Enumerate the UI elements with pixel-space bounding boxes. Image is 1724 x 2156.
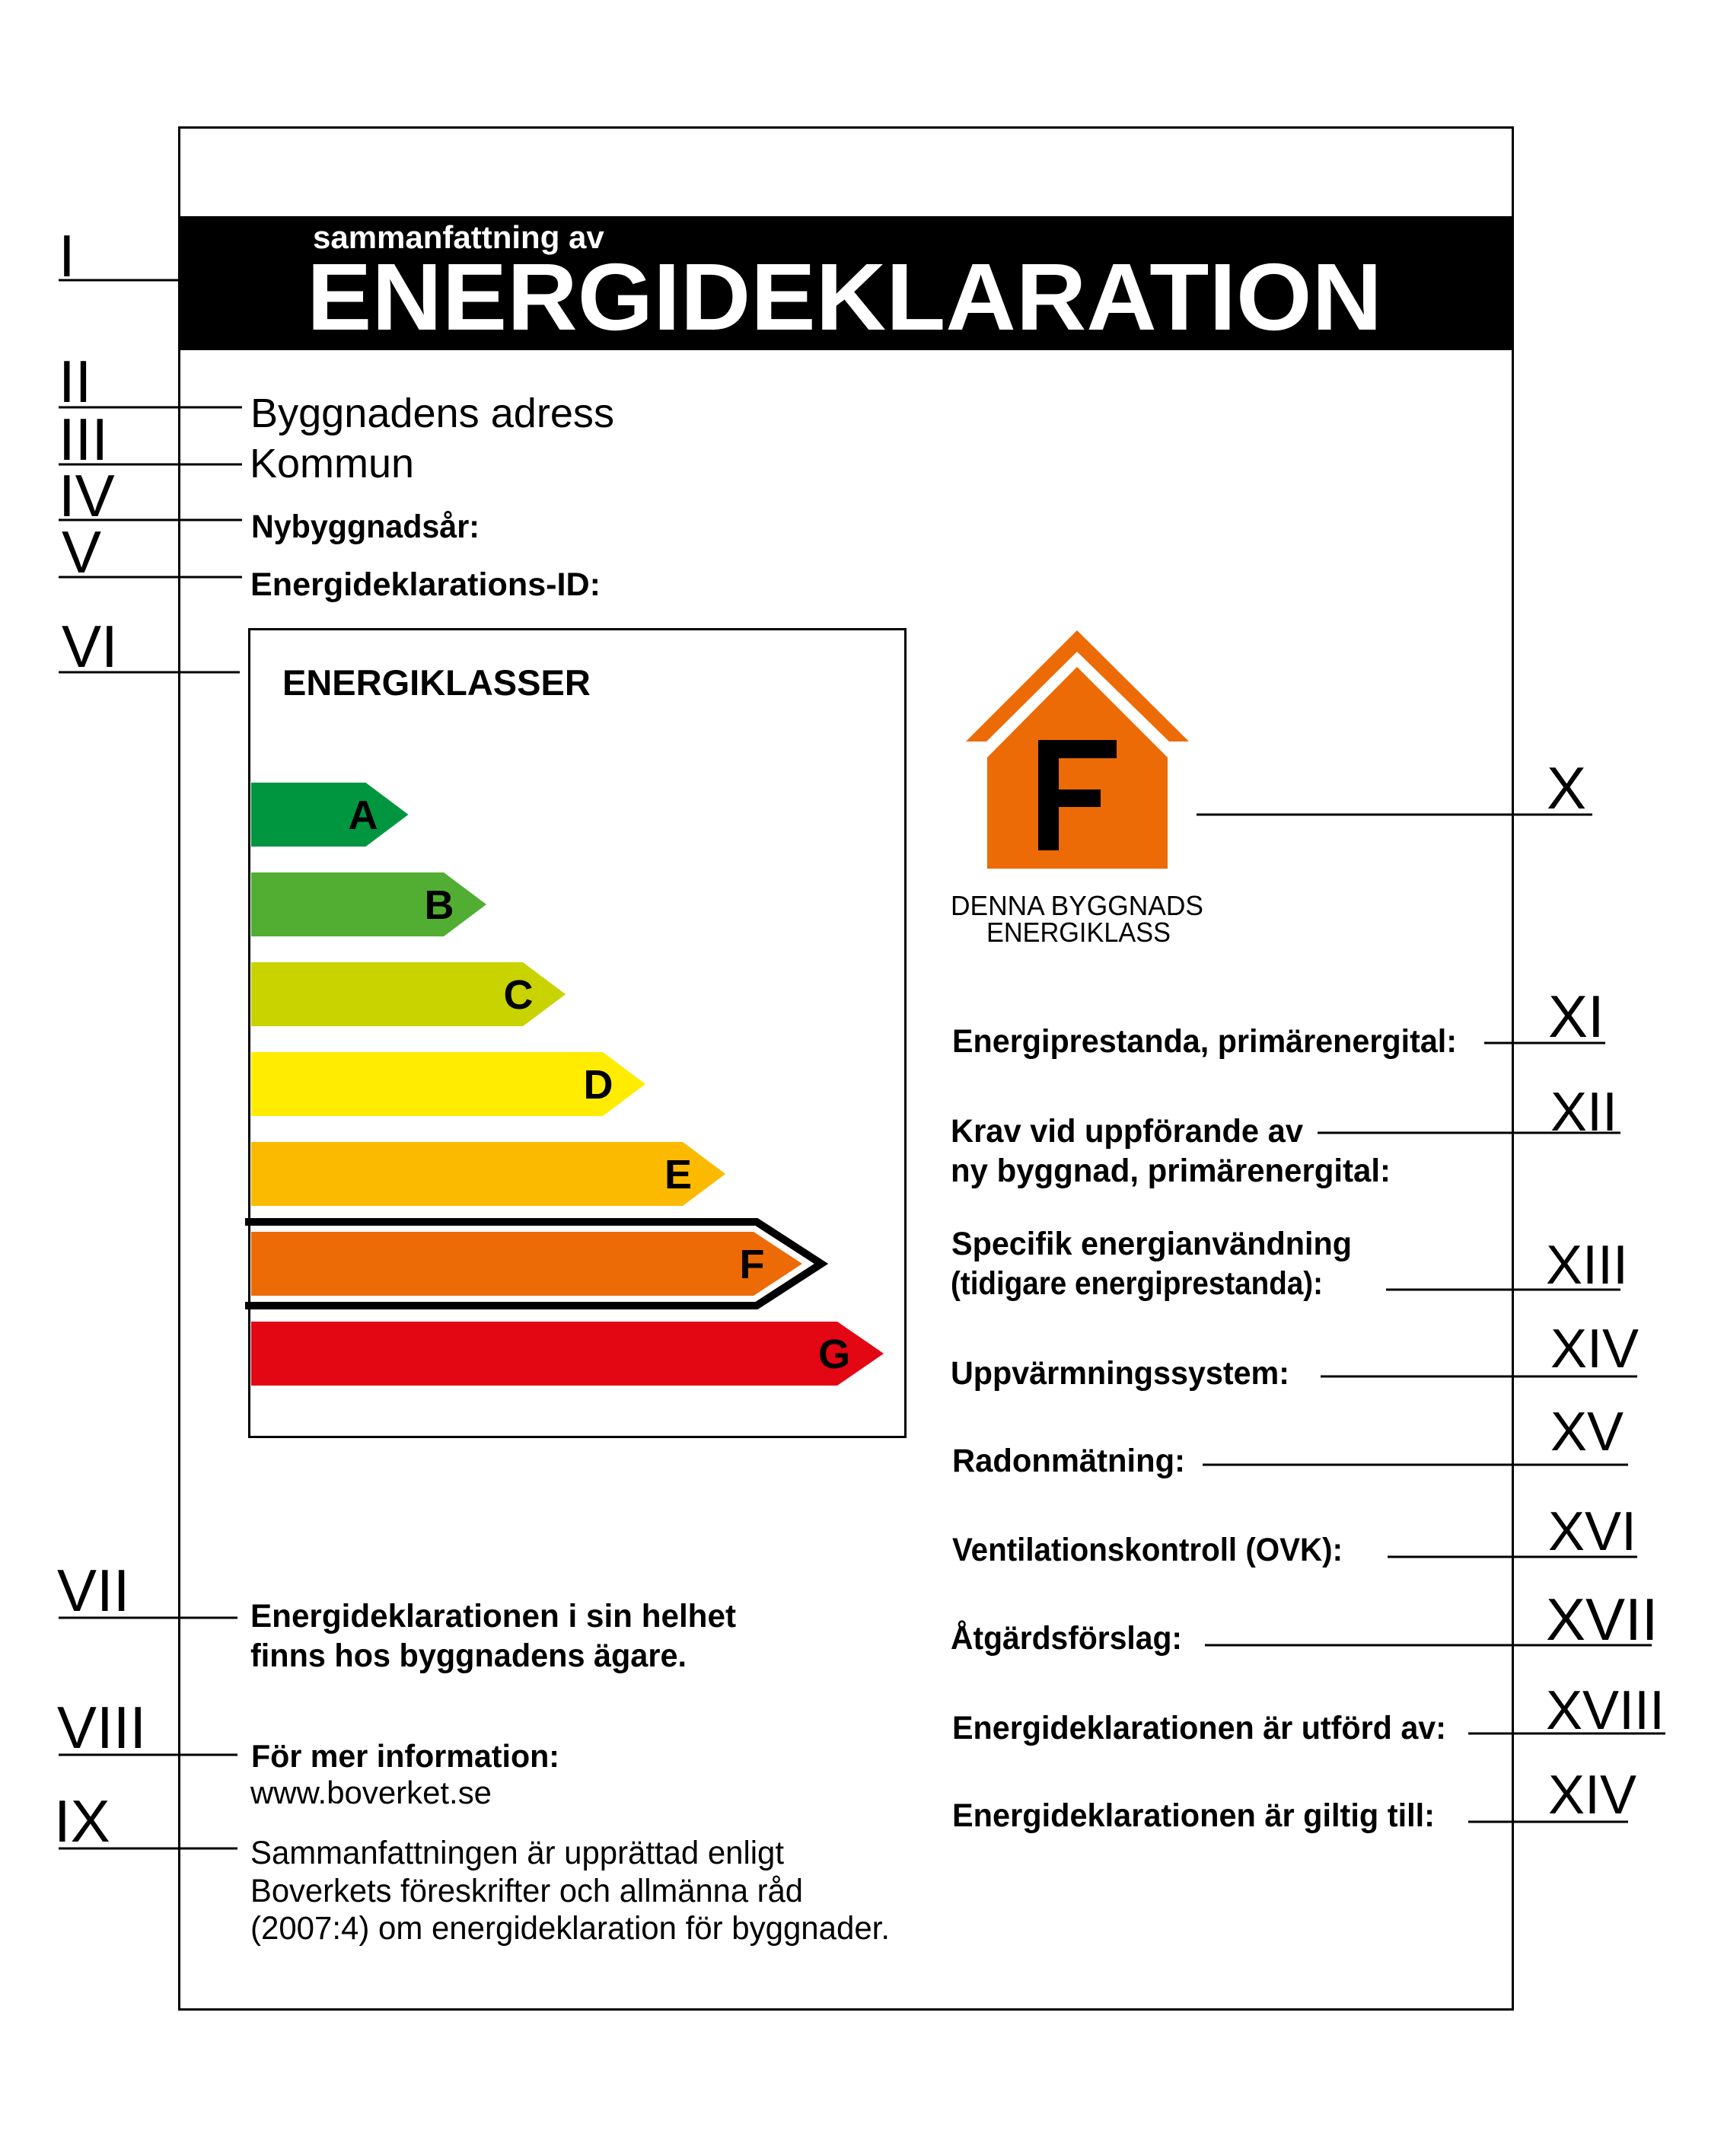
svg-text:Krav vid uppförande av: Krav vid uppförande av — [951, 1113, 1303, 1150]
svg-text:XIV: XIV — [1548, 1765, 1636, 1826]
svg-text:Nybyggnadsår:: Nybyggnadsår: — [251, 509, 480, 545]
svg-text:XVI: XVI — [1548, 1501, 1636, 1562]
svg-text:ENERGIKLASSER: ENERGIKLASSER — [282, 662, 591, 703]
svg-text:F: F — [740, 1242, 765, 1287]
svg-text:I: I — [59, 222, 75, 289]
svg-text:ENERGIDEKLARATION: ENERGIDEKLARATION — [307, 244, 1382, 350]
svg-text:D: D — [584, 1062, 613, 1108]
svg-text:XVII: XVII — [1546, 1586, 1658, 1653]
svg-text:Energideklarationen är utförd: Energideklarationen är utförd av: — [952, 1710, 1446, 1746]
svg-text:Kommun: Kommun — [250, 441, 414, 486]
svg-text:Energideklarationen i sin helh: Energideklarationen i sin helhet — [250, 1598, 736, 1635]
svg-text:VII: VII — [57, 1557, 129, 1624]
svg-text:För mer information:: För mer information: — [251, 1738, 559, 1774]
svg-text:Radonmätning:: Radonmätning: — [952, 1443, 1185, 1479]
svg-text:finns hos byggnadens ägare.: finns hos byggnadens ägare. — [250, 1638, 687, 1674]
svg-text:III: III — [59, 406, 108, 473]
svg-text:G: G — [818, 1332, 850, 1377]
svg-text:XIV: XIV — [1550, 1319, 1639, 1379]
svg-text:DENNA BYGGNADS: DENNA BYGGNADS — [951, 890, 1203, 921]
svg-text:VIII: VIII — [57, 1694, 146, 1761]
svg-text:Energideklarationen är giltig: Energideklarationen är giltig till: — [952, 1797, 1435, 1834]
svg-text:Uppvärmningssystem:: Uppvärmningssystem: — [951, 1355, 1289, 1392]
svg-text:(2007:4) om energideklaration: (2007:4) om energideklaration för byggna… — [250, 1911, 890, 1947]
svg-text:www.boverket.se: www.boverket.se — [250, 1775, 492, 1810]
svg-text:XIII: XIII — [1546, 1235, 1628, 1296]
svg-text:XVIII: XVIII — [1546, 1680, 1665, 1741]
svg-text:VI: VI — [62, 613, 118, 680]
svg-text:V: V — [62, 518, 101, 585]
svg-text:Specifik energianvändning: Specifik energianvändning — [951, 1226, 1352, 1262]
svg-text:X: X — [1547, 754, 1586, 821]
svg-text:Åtgärdsförslag:: Åtgärdsförslag: — [951, 1620, 1182, 1657]
svg-text:Sammanfattningen är upprättad: Sammanfattningen är upprättad enligt — [250, 1835, 784, 1871]
svg-text:Energideklarations-ID:: Energideklarations-ID: — [250, 566, 601, 603]
svg-text:Boverkets föreskrifter och all: Boverkets föreskrifter och allmänna råd — [250, 1874, 803, 1909]
svg-text:C: C — [504, 972, 534, 1018]
svg-text:IV: IV — [59, 462, 115, 529]
svg-text:IX: IX — [54, 1788, 110, 1855]
svg-text:ny byggnad, primärenergital:: ny byggnad, primärenergital: — [951, 1153, 1391, 1189]
svg-text:XV: XV — [1550, 1402, 1624, 1462]
svg-text:Byggnadens adress: Byggnadens adress — [250, 391, 614, 436]
svg-text:B: B — [425, 882, 454, 928]
svg-text:Ventilationskontroll (OVK):: Ventilationskontroll (OVK): — [952, 1532, 1343, 1568]
svg-text:ENERGIKLASS: ENERGIKLASS — [986, 917, 1171, 948]
svg-text:XI: XI — [1548, 983, 1604, 1050]
svg-text:sammanfattning av: sammanfattning av — [313, 219, 604, 255]
svg-text:A: A — [349, 793, 378, 838]
svg-text:(tidigare energiprestanda):: (tidigare energiprestanda): — [951, 1265, 1323, 1302]
svg-text:II: II — [59, 348, 91, 415]
svg-text:E: E — [664, 1152, 692, 1198]
svg-text:Energiprestanda, primärenergit: Energiprestanda, primärenergital: — [952, 1023, 1457, 1060]
